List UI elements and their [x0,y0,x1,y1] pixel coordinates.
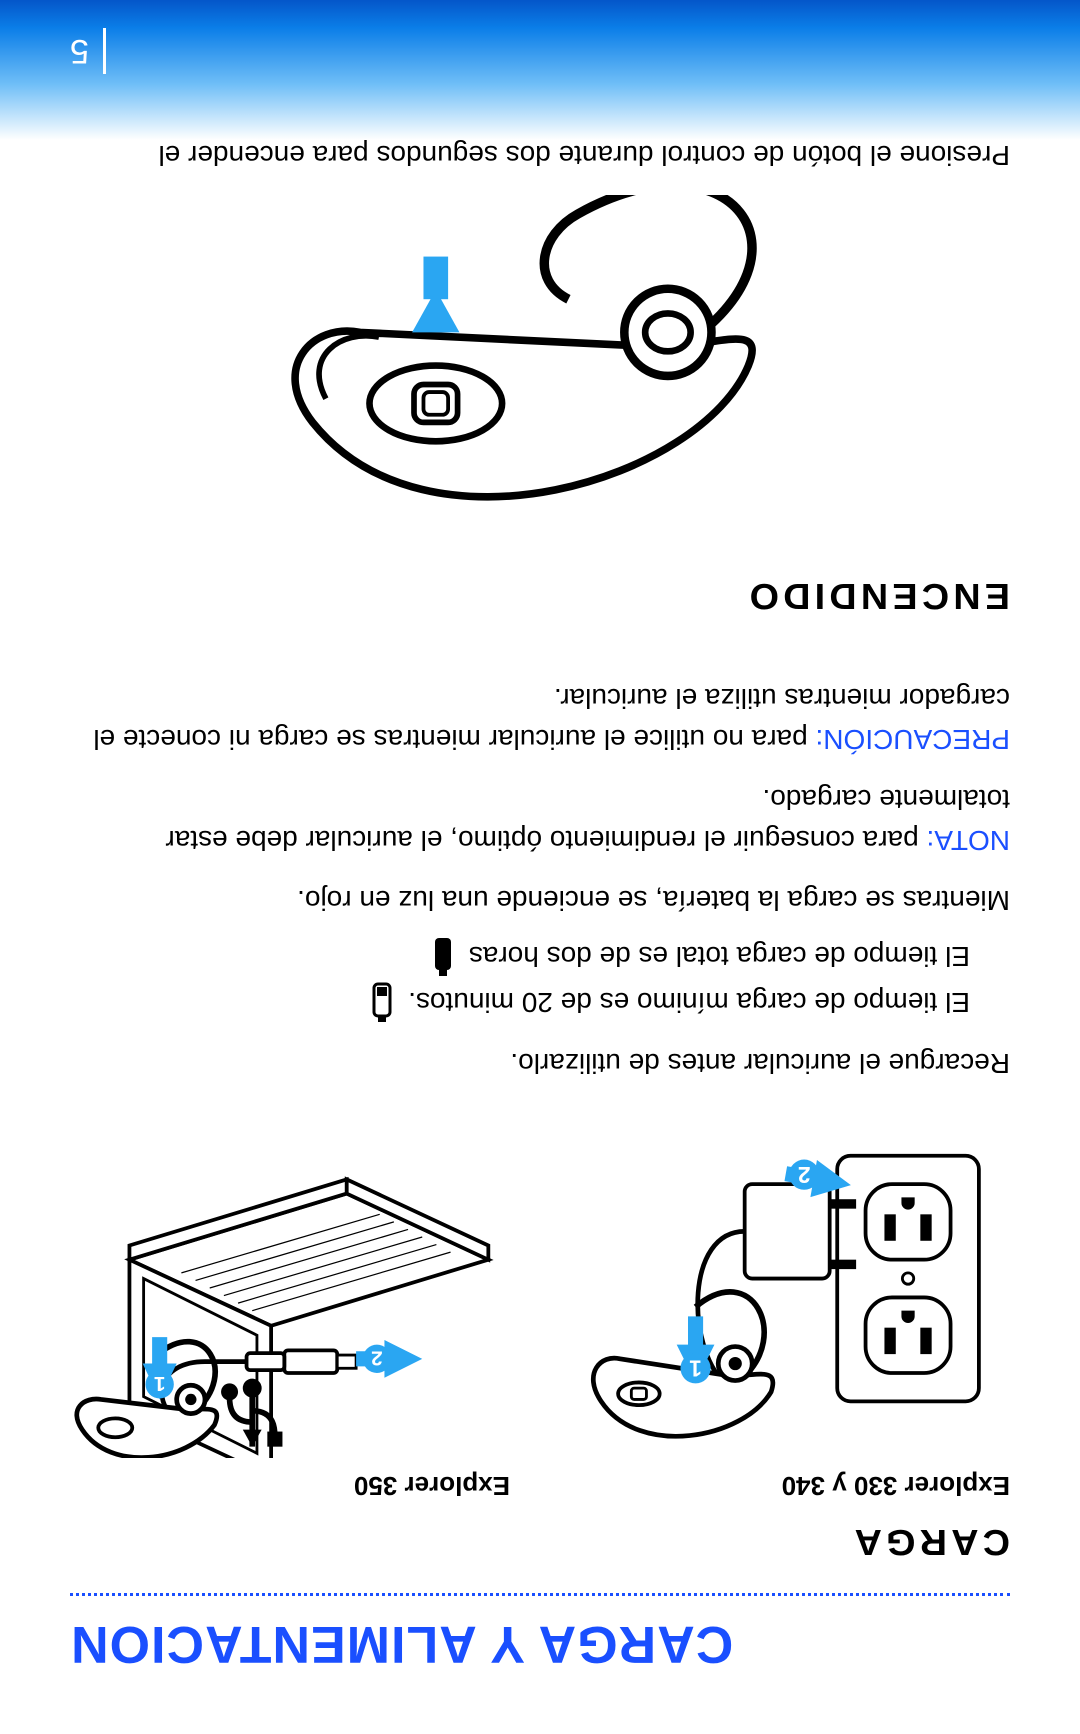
page-number-divider [103,28,106,74]
precaucion-paragraph: PRECAUCIÓN: para no utilice el auricular… [70,677,1010,758]
bullet1-text: El tiempo de carga mínimo es de 20 minut… [408,986,970,1018]
charging-led-note: Mientras se carga la batería, se enciend… [70,880,1010,921]
arrow-step-2b-icon: 2 [356,1340,422,1378]
title-divider [70,1593,1010,1596]
bullet2-text: El tiempo de carga total es de dos horas [469,940,970,972]
svg-text:2: 2 [371,1346,383,1369]
figure-wall-charger: Explorer 330 y 340 [570,1113,1010,1501]
figure-usb-charger: Explorer 350 [70,1113,510,1501]
footer-gradient [0,0,1080,140]
figure1-label: Explorer 330 y 340 [570,1470,1010,1501]
nota-paragraph: NOTA: para conseguir el rendimiento ópti… [70,779,1010,860]
page-number: 5 [70,28,106,74]
bullet-full-charge: El tiempo de carga total es de dos horas [70,936,970,976]
bullet-min-charge: El tiempo de carga mínimo es de 20 minut… [70,982,970,1022]
charging-figures-row: Explorer 330 y 340 [70,1113,1010,1501]
section-heading-encendido: ENCENDIDO [23,575,1010,617]
arrow-step-1-icon: 1 [677,1316,715,1383]
usb-charger-illustration: 1 2 [70,1118,510,1458]
carga-intro-text: Recargue el auricular antes de utilizarl… [70,1042,1010,1083]
nota-text: para conseguir el rendimiento óptimo, el… [165,784,1010,856]
battery-full-icon [433,936,453,976]
precaucion-label: PRECAUCIÓN: [816,724,1010,755]
step-1-label: 1 [689,1356,702,1382]
nota-label: NOTA: [927,825,1010,856]
power-arrow-icon [412,257,459,333]
svg-text:1: 1 [154,1372,166,1395]
section-heading-carga: CARGA [23,1521,1010,1563]
wall-charger-illustration: 1 2 [570,1118,1010,1458]
battery-low-icon [372,982,392,1022]
power-on-illustration [70,195,1010,555]
figure2-label: Explorer 350 [70,1470,510,1501]
page-number-value: 5 [70,32,89,71]
step-2-label: 2 [798,1162,811,1188]
page-title: CARGA Y ALIMENTACION [70,1614,1010,1674]
